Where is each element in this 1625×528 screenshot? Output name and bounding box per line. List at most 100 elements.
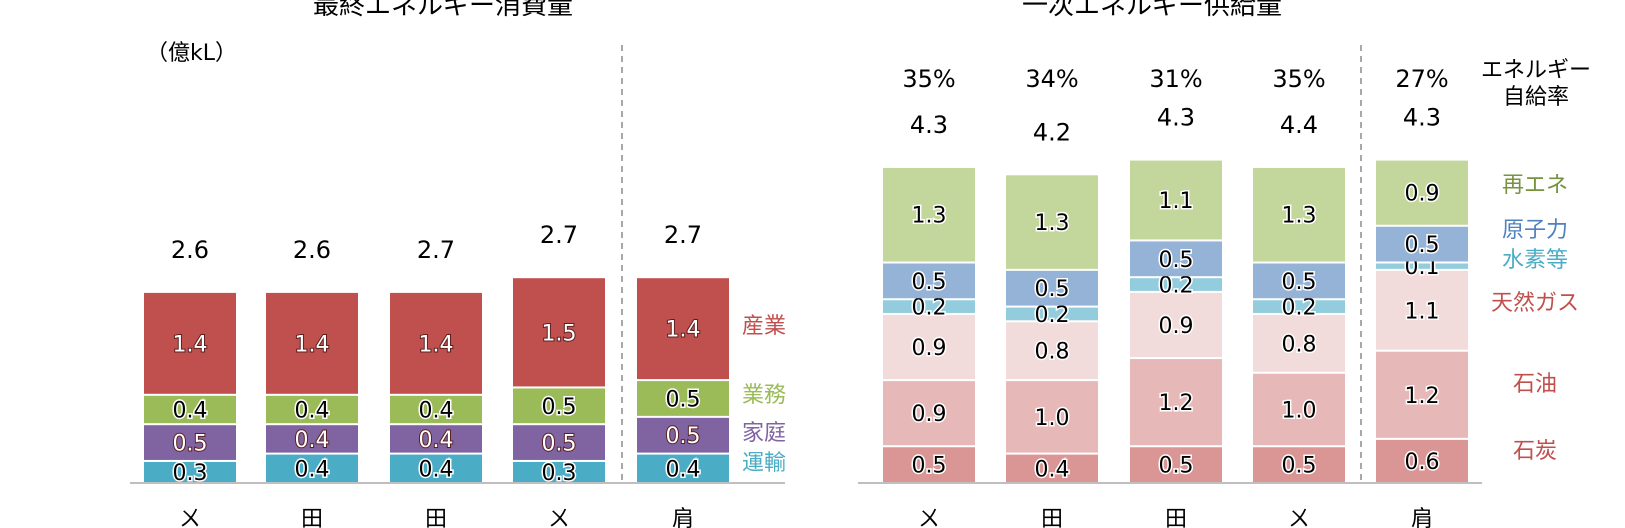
- right-value-label: 1.2: [1159, 391, 1194, 416]
- right-bar-5-3: [1253, 167, 1345, 262]
- left-bar-0-2: [390, 454, 482, 482]
- left-bar-1-0: [144, 425, 236, 460]
- self-sufficiency-label: 自給率: [1503, 85, 1569, 110]
- left-value-label: 0.3: [542, 461, 577, 486]
- left-value-label: 0.4: [419, 399, 454, 424]
- left-category-label: 田: [425, 507, 447, 528]
- legend-label: 石炭: [1513, 439, 1557, 464]
- left-total-label: 2.7: [540, 221, 578, 249]
- left-category-label: ㄨ: [548, 507, 570, 528]
- left-bar-2-3: [513, 388, 605, 424]
- legend-label: 運輸: [742, 451, 786, 476]
- right-category-label: 田: [1041, 507, 1063, 528]
- right-bar-4-4: [1376, 226, 1468, 262]
- legend-label: 水素等: [1502, 248, 1568, 273]
- legend-label: 原子力: [1502, 218, 1568, 243]
- left-bar-1-2: [390, 425, 482, 453]
- right-value-label: 1.0: [1282, 399, 1317, 424]
- right-value-label: 0.5: [1035, 277, 1070, 302]
- right-value-label: 0.9: [912, 402, 947, 427]
- right-total-label: 4.2: [1033, 118, 1071, 146]
- right-total-label: 4.3: [910, 111, 948, 139]
- left-bar-0-4: [637, 454, 729, 482]
- left-bar-3-3: [513, 278, 605, 387]
- legend-label: 石油: [1513, 372, 1557, 397]
- left-value-label: 0.5: [542, 395, 577, 420]
- legend-label: 天然ガス: [1491, 291, 1579, 316]
- left-value-label: 0.4: [666, 457, 701, 482]
- legend-label: 産業: [742, 314, 786, 339]
- left-category-label: 肩: [672, 507, 694, 528]
- left-bar-1-3: [513, 425, 605, 460]
- left-value-label: 0.5: [666, 387, 701, 412]
- right-bar-3-0: [883, 300, 975, 313]
- self-sufficiency-value: 35%: [1272, 65, 1325, 93]
- right-value-label: 1.1: [1159, 189, 1194, 214]
- left-value-label: 0.4: [295, 428, 330, 453]
- right-value-label: 1.1: [1405, 299, 1440, 324]
- right-bar-4-2: [1130, 241, 1222, 277]
- right-bar-1-2: [1130, 359, 1222, 446]
- right-value-label: 1.3: [1035, 211, 1070, 236]
- left-bar-2-1: [266, 395, 358, 424]
- right-bar-2-4: [1376, 270, 1468, 350]
- left-total-label: 2.7: [417, 236, 455, 264]
- legend-label: 家庭: [742, 421, 786, 446]
- right-bar-5-0: [883, 167, 975, 262]
- self-sufficiency-label: エネルギー: [1481, 58, 1591, 83]
- right-total-label: 4.3: [1403, 104, 1441, 132]
- self-sufficiency-value: 34%: [1025, 65, 1078, 93]
- left-bar-3-2: [390, 292, 482, 394]
- right-value-label: 0.6: [1405, 450, 1440, 475]
- right-value-label: 1.3: [912, 204, 947, 229]
- left-bar-3-4: [637, 278, 729, 380]
- right-bar-0-0: [883, 447, 975, 482]
- right-category-label: ㄨ: [1288, 507, 1310, 528]
- right-bar-0-4: [1376, 439, 1468, 482]
- right-value-label: 0.5: [1282, 270, 1317, 295]
- left-bar-0-1: [266, 454, 358, 482]
- right-category-label: 肩: [1411, 507, 1433, 528]
- title-right: 一次エネルギー供給量: [1022, 0, 1282, 21]
- right-value-label: 0.5: [1282, 454, 1317, 479]
- left-value-label: 0.5: [666, 424, 701, 449]
- left-bar-2-2: [390, 395, 482, 424]
- left-value-label: 0.4: [295, 457, 330, 482]
- left-value-label: 1.5: [542, 321, 577, 346]
- right-bar-3-2: [1130, 278, 1222, 291]
- right-value-label: 0.5: [1159, 454, 1194, 479]
- right-value-label: 0.2: [1035, 303, 1070, 328]
- left-bar-0-0: [144, 461, 236, 482]
- left-value-label: 1.4: [419, 332, 454, 357]
- right-bar-4-0: [883, 263, 975, 299]
- right-value-label: 0.9: [912, 336, 947, 361]
- self-sufficiency-value: 27%: [1395, 65, 1448, 93]
- right-value-label: 1.0: [1035, 406, 1070, 431]
- right-value-label: 0.8: [1035, 340, 1070, 365]
- left-total-label: 2.6: [171, 236, 209, 264]
- right-total-label: 4.4: [1280, 111, 1318, 139]
- right-bar-0-3: [1253, 447, 1345, 482]
- right-bar-2-2: [1130, 292, 1222, 358]
- left-value-label: 1.4: [666, 318, 701, 343]
- right-bar-5-2: [1130, 160, 1222, 240]
- right-total-label: 4.3: [1157, 104, 1195, 132]
- right-bar-1-0: [883, 381, 975, 446]
- left-value-label: 0.4: [173, 399, 208, 424]
- right-value-label: 0.9: [1405, 182, 1440, 207]
- right-bar-2-1: [1006, 322, 1098, 380]
- self-sufficiency-value: 35%: [902, 65, 955, 93]
- right-bar-1-3: [1253, 373, 1345, 446]
- left-value-label: 0.5: [542, 432, 577, 457]
- right-bar-0-2: [1130, 447, 1222, 482]
- legend-label: 業務: [742, 383, 786, 408]
- unit-label: （億kL）: [146, 41, 237, 66]
- left-bar-0-3: [513, 461, 605, 482]
- left-category-label: 田: [301, 507, 323, 528]
- right-value-label: 0.9: [1159, 314, 1194, 339]
- left-total-label: 2.6: [293, 236, 331, 264]
- right-bar-4-1: [1006, 270, 1098, 306]
- right-bar-1-1: [1006, 381, 1098, 453]
- right-value-label: 0.5: [1405, 233, 1440, 258]
- left-bar-3-0: [144, 292, 236, 394]
